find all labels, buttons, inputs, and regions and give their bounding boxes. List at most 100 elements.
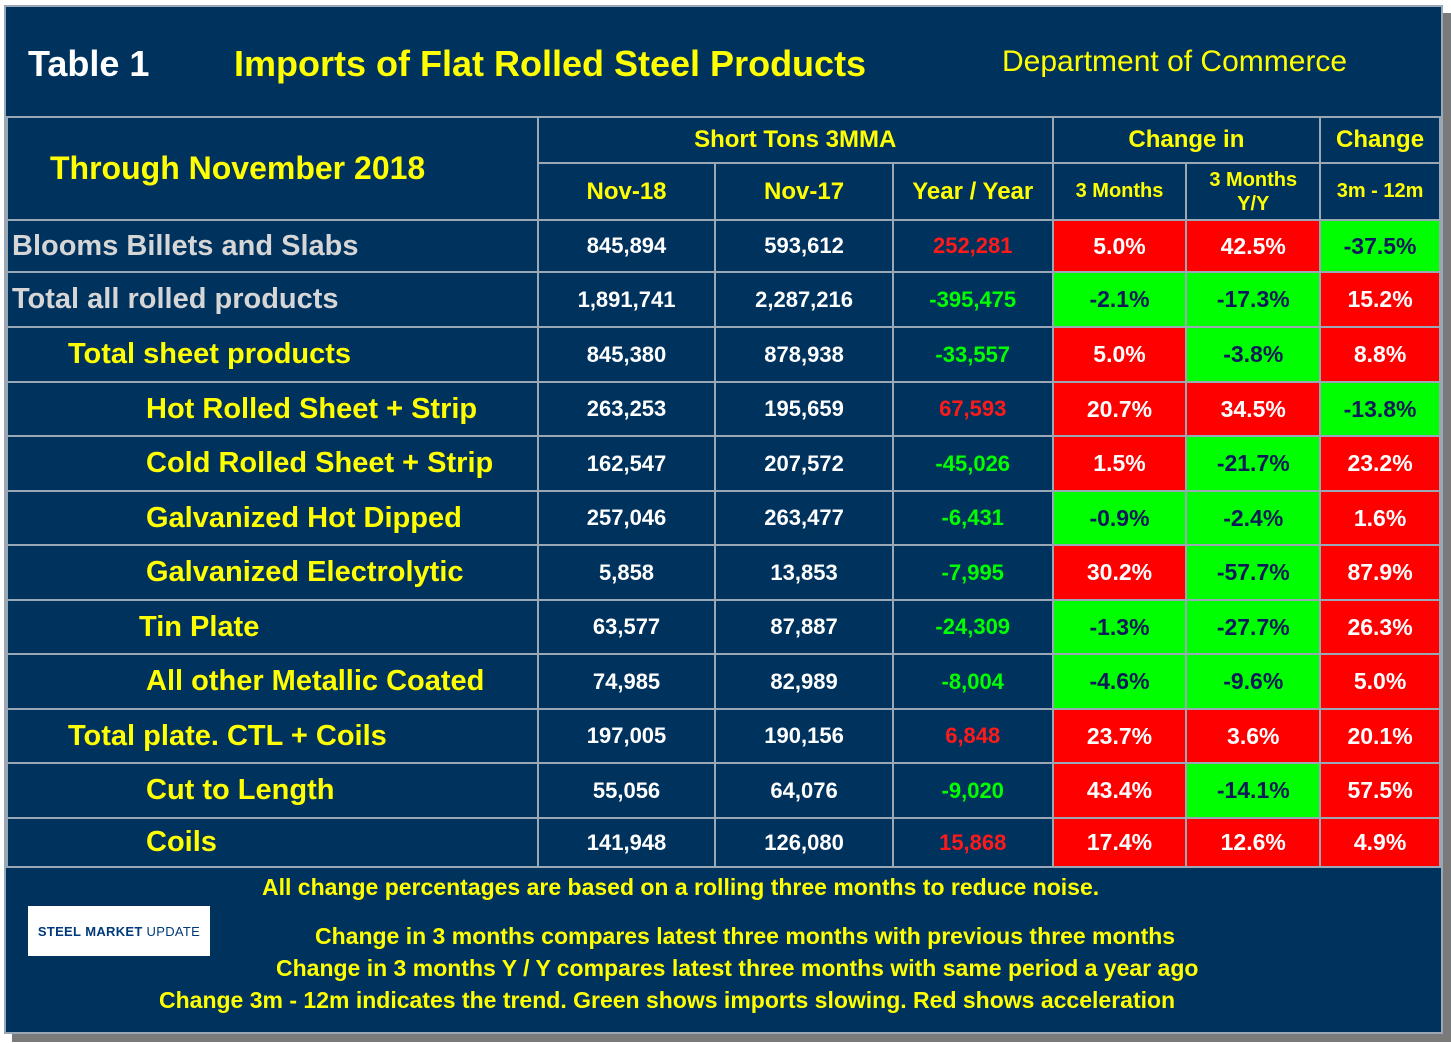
nov17-value: 13,853	[714, 544, 894, 601]
three-months-yy-change: -2.4%	[1185, 490, 1322, 546]
nov17-value: 195,659	[714, 381, 894, 437]
table-row: Hot Rolled Sheet + Strip 263,253 195,659…	[6, 381, 1441, 437]
three-months-change: -2.1%	[1051, 271, 1188, 328]
table-row: Coils 141,948 126,080 15,868 17.4% 12.6%…	[6, 817, 1441, 868]
nov18-value: 845,380	[536, 326, 717, 383]
three-months-change: 1.5%	[1051, 435, 1188, 492]
nov18-value: 263,253	[536, 381, 717, 437]
yoy-value: -9,020	[891, 762, 1054, 819]
nov18-value: 197,005	[536, 708, 717, 764]
three-months-yy-change: -27.7%	[1185, 599, 1322, 655]
three-months-yy-line1: 3 Months	[1209, 168, 1298, 191]
nov17-value: 878,938	[714, 326, 894, 383]
note-three-months-yy: Change in 3 months Y / Y compares latest…	[276, 955, 1199, 981]
yoy-value: -7,995	[891, 544, 1054, 601]
logo-word-steel: STEEL	[37, 923, 82, 939]
nov18-value: 141,948	[536, 817, 717, 868]
nov17-value: 190,156	[714, 708, 894, 764]
table-row: Galvanized Electrolytic 5,858 13,853 -7,…	[6, 544, 1441, 601]
nov18-value: 63,577	[536, 599, 717, 655]
trend-change: 4.9%	[1319, 817, 1441, 868]
three-months-change: -4.6%	[1051, 653, 1188, 710]
table-number: Table 1	[28, 43, 150, 84]
three-months-change: 5.0%	[1051, 219, 1188, 273]
nov17-value: 64,076	[714, 762, 894, 819]
three-months-yy-change: -57.7%	[1185, 544, 1322, 601]
three-months-yy-change: 3.6%	[1185, 708, 1322, 764]
three-months-yy-change: 42.5%	[1185, 219, 1322, 273]
nov18-value: 1,891,741	[536, 271, 717, 328]
yoy-value: -6,431	[891, 490, 1054, 546]
trend-change: 5.0%	[1319, 653, 1441, 710]
nov17-value: 87,887	[714, 599, 894, 655]
nov17-value: 207,572	[714, 435, 894, 492]
three-months-change: 23.7%	[1051, 708, 1188, 764]
table-title: Imports of Flat Rolled Steel Products	[234, 43, 867, 84]
yoy-value: 15,868	[891, 817, 1054, 868]
row-label: Tin Plate	[6, 599, 539, 655]
three-months-change: 43.4%	[1051, 762, 1188, 819]
nov18-value: 845,894	[536, 219, 717, 273]
table-row: Cut to Length 55,056 64,076 -9,020 43.4%…	[6, 762, 1441, 819]
three-months-change: -0.9%	[1051, 490, 1188, 546]
logo-word-update: UPDATE	[146, 923, 201, 939]
yoy-value: -33,557	[891, 326, 1054, 383]
row-label: Total all rolled products	[6, 271, 539, 328]
nov18-value: 257,046	[536, 490, 717, 546]
table-row: Total plate. CTL + Coils 197,005 190,156…	[6, 708, 1441, 764]
yoy-value: -45,026	[891, 435, 1054, 492]
yoy-value: 252,281	[891, 219, 1054, 273]
nov17-value: 593,612	[714, 219, 894, 273]
three-months-yy-change: -21.7%	[1185, 435, 1322, 492]
nov17-value: 263,477	[714, 490, 894, 546]
trend-change: 1.6%	[1319, 490, 1441, 546]
nov17-header: Nov-17	[714, 162, 894, 221]
logo-text: STEEL MARKET UPDATE	[38, 924, 200, 939]
row-label: Total plate. CTL + Coils	[6, 708, 539, 764]
steel-market-update-logo: STEEL MARKET UPDATE	[28, 906, 210, 956]
nov18-value: 5,858	[536, 544, 717, 601]
period-label: Through November 2018	[6, 116, 539, 221]
table-row: Tin Plate 63,577 87,887 -24,309 -1.3% -2…	[6, 599, 1441, 655]
yoy-value: 67,593	[891, 381, 1054, 437]
trend-change: 15.2%	[1319, 271, 1441, 328]
nov18-value: 55,056	[536, 762, 717, 819]
nov18-value: 74,985	[536, 653, 717, 710]
yoy-value: 6,848	[891, 708, 1054, 764]
change-header: Change	[1319, 116, 1441, 164]
three-months-yy-change: 12.6%	[1185, 817, 1322, 868]
nov18-header: Nov-18	[536, 162, 717, 221]
trend-change: 87.9%	[1319, 544, 1441, 601]
trend-change: 57.5%	[1319, 762, 1441, 819]
logo-word-market: MARKET	[85, 923, 143, 939]
three-months-yy-change: 34.5%	[1185, 381, 1322, 437]
yoy-value: -395,475	[891, 271, 1054, 328]
source-label: Department of Commerce	[1002, 45, 1348, 78]
change-in-header: Change in	[1051, 116, 1322, 164]
three-months-yy-change: -14.1%	[1185, 762, 1322, 819]
yoy-value: -24,309	[891, 599, 1054, 655]
table-row: Total all rolled products 1,891,741 2,28…	[6, 271, 1441, 328]
note-three-months: Change in 3 months compares latest three…	[315, 923, 1176, 949]
yoy-header: Year / Year	[891, 162, 1054, 221]
imports-table: Through November 2018 Short Tons 3MMA Ch…	[6, 116, 1441, 868]
trend-change: -37.5%	[1319, 219, 1441, 273]
row-label: Cold Rolled Sheet + Strip	[6, 435, 539, 492]
row-label: Cut to Length	[6, 762, 539, 819]
three-months-change: 30.2%	[1051, 544, 1188, 601]
trend-change: -13.8%	[1319, 381, 1441, 437]
trend-change: 8.8%	[1319, 326, 1441, 383]
nov18-value: 162,547	[536, 435, 717, 492]
table-row: Cold Rolled Sheet + Strip 162,547 207,57…	[6, 435, 1441, 492]
three-months-yy-change: -9.6%	[1185, 653, 1322, 710]
table-row: All other Metallic Coated 74,985 82,989 …	[6, 653, 1441, 710]
row-label: Galvanized Electrolytic	[6, 544, 539, 601]
three-months-change: 5.0%	[1051, 326, 1188, 383]
nov17-value: 82,989	[714, 653, 894, 710]
note-trend: Change 3m - 12m indicates the trend. Gre…	[159, 987, 1176, 1013]
title-bar: Table 1 Imports of Flat Rolled Steel Pro…	[6, 7, 1441, 117]
table-row: Total sheet products 845,380 878,938 -33…	[6, 326, 1441, 383]
three-months-yy-change: -3.8%	[1185, 326, 1322, 383]
note-rolling: All change percentages are based on a ro…	[262, 874, 1100, 900]
row-label: Total sheet products	[6, 326, 539, 383]
